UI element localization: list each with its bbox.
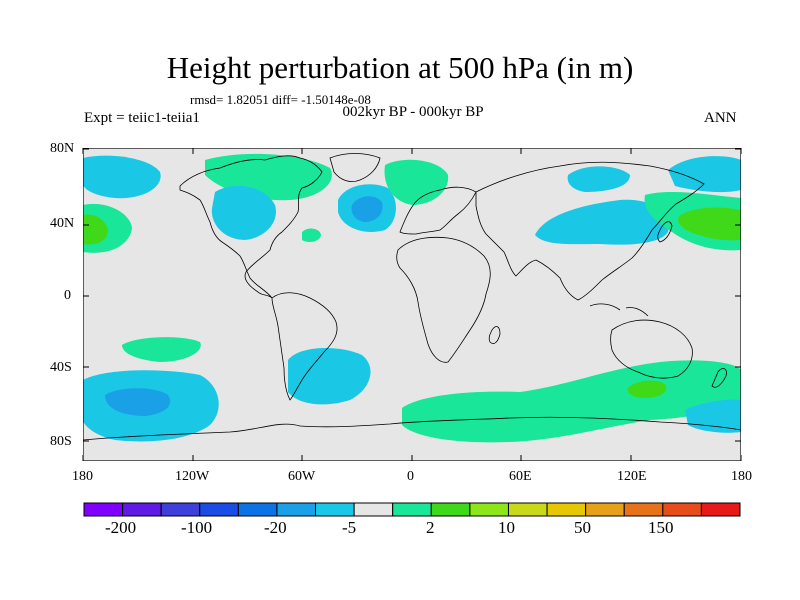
period-label: 002kyr BP - 000kyr BP — [342, 104, 484, 120]
colorbar-swatch — [276, 502, 317, 517]
coastline-greenland — [329, 153, 381, 182]
colorbar-label: 50 — [574, 518, 591, 537]
y-tick-label: 80N — [50, 141, 75, 156]
anomaly-region — [535, 199, 669, 245]
anomaly-region — [105, 388, 171, 416]
colorbar-swatch — [237, 502, 278, 517]
y-tick-label: 40N — [50, 216, 75, 231]
anomaly-region — [668, 156, 741, 193]
coastline-indonesia — [589, 303, 649, 317]
coastline-madagascar — [488, 326, 501, 344]
coastline-europe — [399, 186, 477, 235]
coastline-australia — [610, 319, 693, 379]
x-tick-label: 120E — [617, 469, 647, 484]
colorbar-swatch — [315, 502, 355, 517]
colorbar-swatch — [392, 502, 432, 517]
colorbar-swatch — [353, 502, 394, 517]
anomaly-region — [351, 196, 383, 222]
map-panel — [83, 148, 741, 461]
anomaly-region — [302, 228, 321, 243]
colorbar-label: -200 — [105, 518, 137, 537]
anomaly-region — [678, 207, 741, 241]
colorbar-swatch — [623, 502, 664, 517]
chart-title: Height perturbation at 500 hPa (in m) — [166, 50, 634, 85]
x-tick-label: 60W — [288, 469, 316, 484]
anomaly-region — [402, 360, 741, 443]
anomaly-region — [211, 185, 276, 240]
y-tick-label: 0 — [64, 288, 71, 303]
coastline-south-america — [271, 292, 338, 401]
colorbar-swatch — [83, 502, 124, 517]
x-tick-label: 60E — [509, 469, 532, 484]
anomaly-region — [627, 380, 667, 398]
colorbar-label: 2 — [426, 518, 435, 537]
x-tick — [82, 148, 742, 154]
colorbar-swatch — [430, 502, 471, 517]
colorbar-swatch — [469, 502, 509, 517]
coastline-antarctica — [83, 416, 741, 441]
colorbar-swatch — [662, 502, 702, 517]
coastline-north-america — [179, 155, 323, 299]
x-tick — [82, 455, 742, 461]
colorbar-swatch — [585, 502, 625, 517]
colorbar-swatch — [122, 502, 162, 517]
anomaly-region — [83, 155, 161, 199]
colorbar — [83, 502, 741, 517]
y-tick — [735, 148, 741, 442]
colorbar-label: 150 — [648, 518, 674, 537]
anomaly-fills — [83, 153, 741, 443]
anomaly-region — [83, 214, 108, 245]
coastlines — [83, 153, 741, 441]
anomaly-region — [122, 337, 201, 362]
x-tick-label: 120W — [175, 469, 210, 484]
colorbar-label: -20 — [264, 518, 287, 537]
anomaly-region — [384, 159, 449, 205]
season-label: ANN — [704, 110, 737, 126]
rmsd-diff-label: rmsd= 1.82051 diff= -1.50148e-08 — [190, 92, 371, 107]
y-tick — [83, 148, 89, 442]
anomaly-region — [288, 348, 371, 405]
coastline-japan — [657, 221, 673, 243]
colorbar-label: -100 — [181, 518, 213, 537]
x-tick-label: 180 — [72, 469, 93, 484]
experiment-label: Expt = teiic1-teiia1 — [84, 110, 200, 126]
colorbar-swatch — [199, 502, 239, 517]
x-tick-label: 0 — [407, 469, 414, 484]
colorbar-swatch — [160, 502, 201, 517]
y-tick-label: 80S — [50, 434, 72, 449]
colorbar-swatch — [507, 502, 548, 517]
colorbar-label: -5 — [342, 518, 357, 537]
coastline-asia — [475, 161, 705, 301]
colorbar-swatch — [546, 502, 587, 517]
y-tick-label: 40S — [50, 360, 72, 375]
coastline-new-zealand — [711, 368, 727, 388]
x-tick-label: 180 — [731, 469, 752, 484]
coastline-africa — [396, 236, 491, 363]
anomaly-region — [567, 166, 630, 192]
axis-ticks — [82, 148, 742, 461]
colorbar-swatch — [700, 502, 741, 517]
colorbar-label: 10 — [498, 518, 515, 537]
